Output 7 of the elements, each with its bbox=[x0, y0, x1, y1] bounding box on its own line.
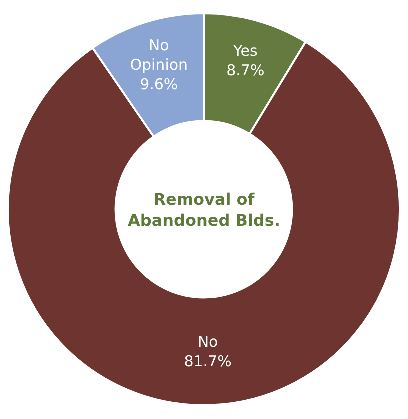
slice-label: No Opinion bbox=[130, 36, 188, 74]
data-label: 8.7% bbox=[226, 62, 265, 80]
slice-label: No bbox=[198, 332, 218, 351]
slice-label: Yes bbox=[232, 42, 258, 60]
text: Removal of Abandoned Blds. bbox=[128, 190, 280, 230]
data-label: 9.6% bbox=[140, 76, 178, 94]
data-label: 81.7% bbox=[184, 352, 232, 370]
